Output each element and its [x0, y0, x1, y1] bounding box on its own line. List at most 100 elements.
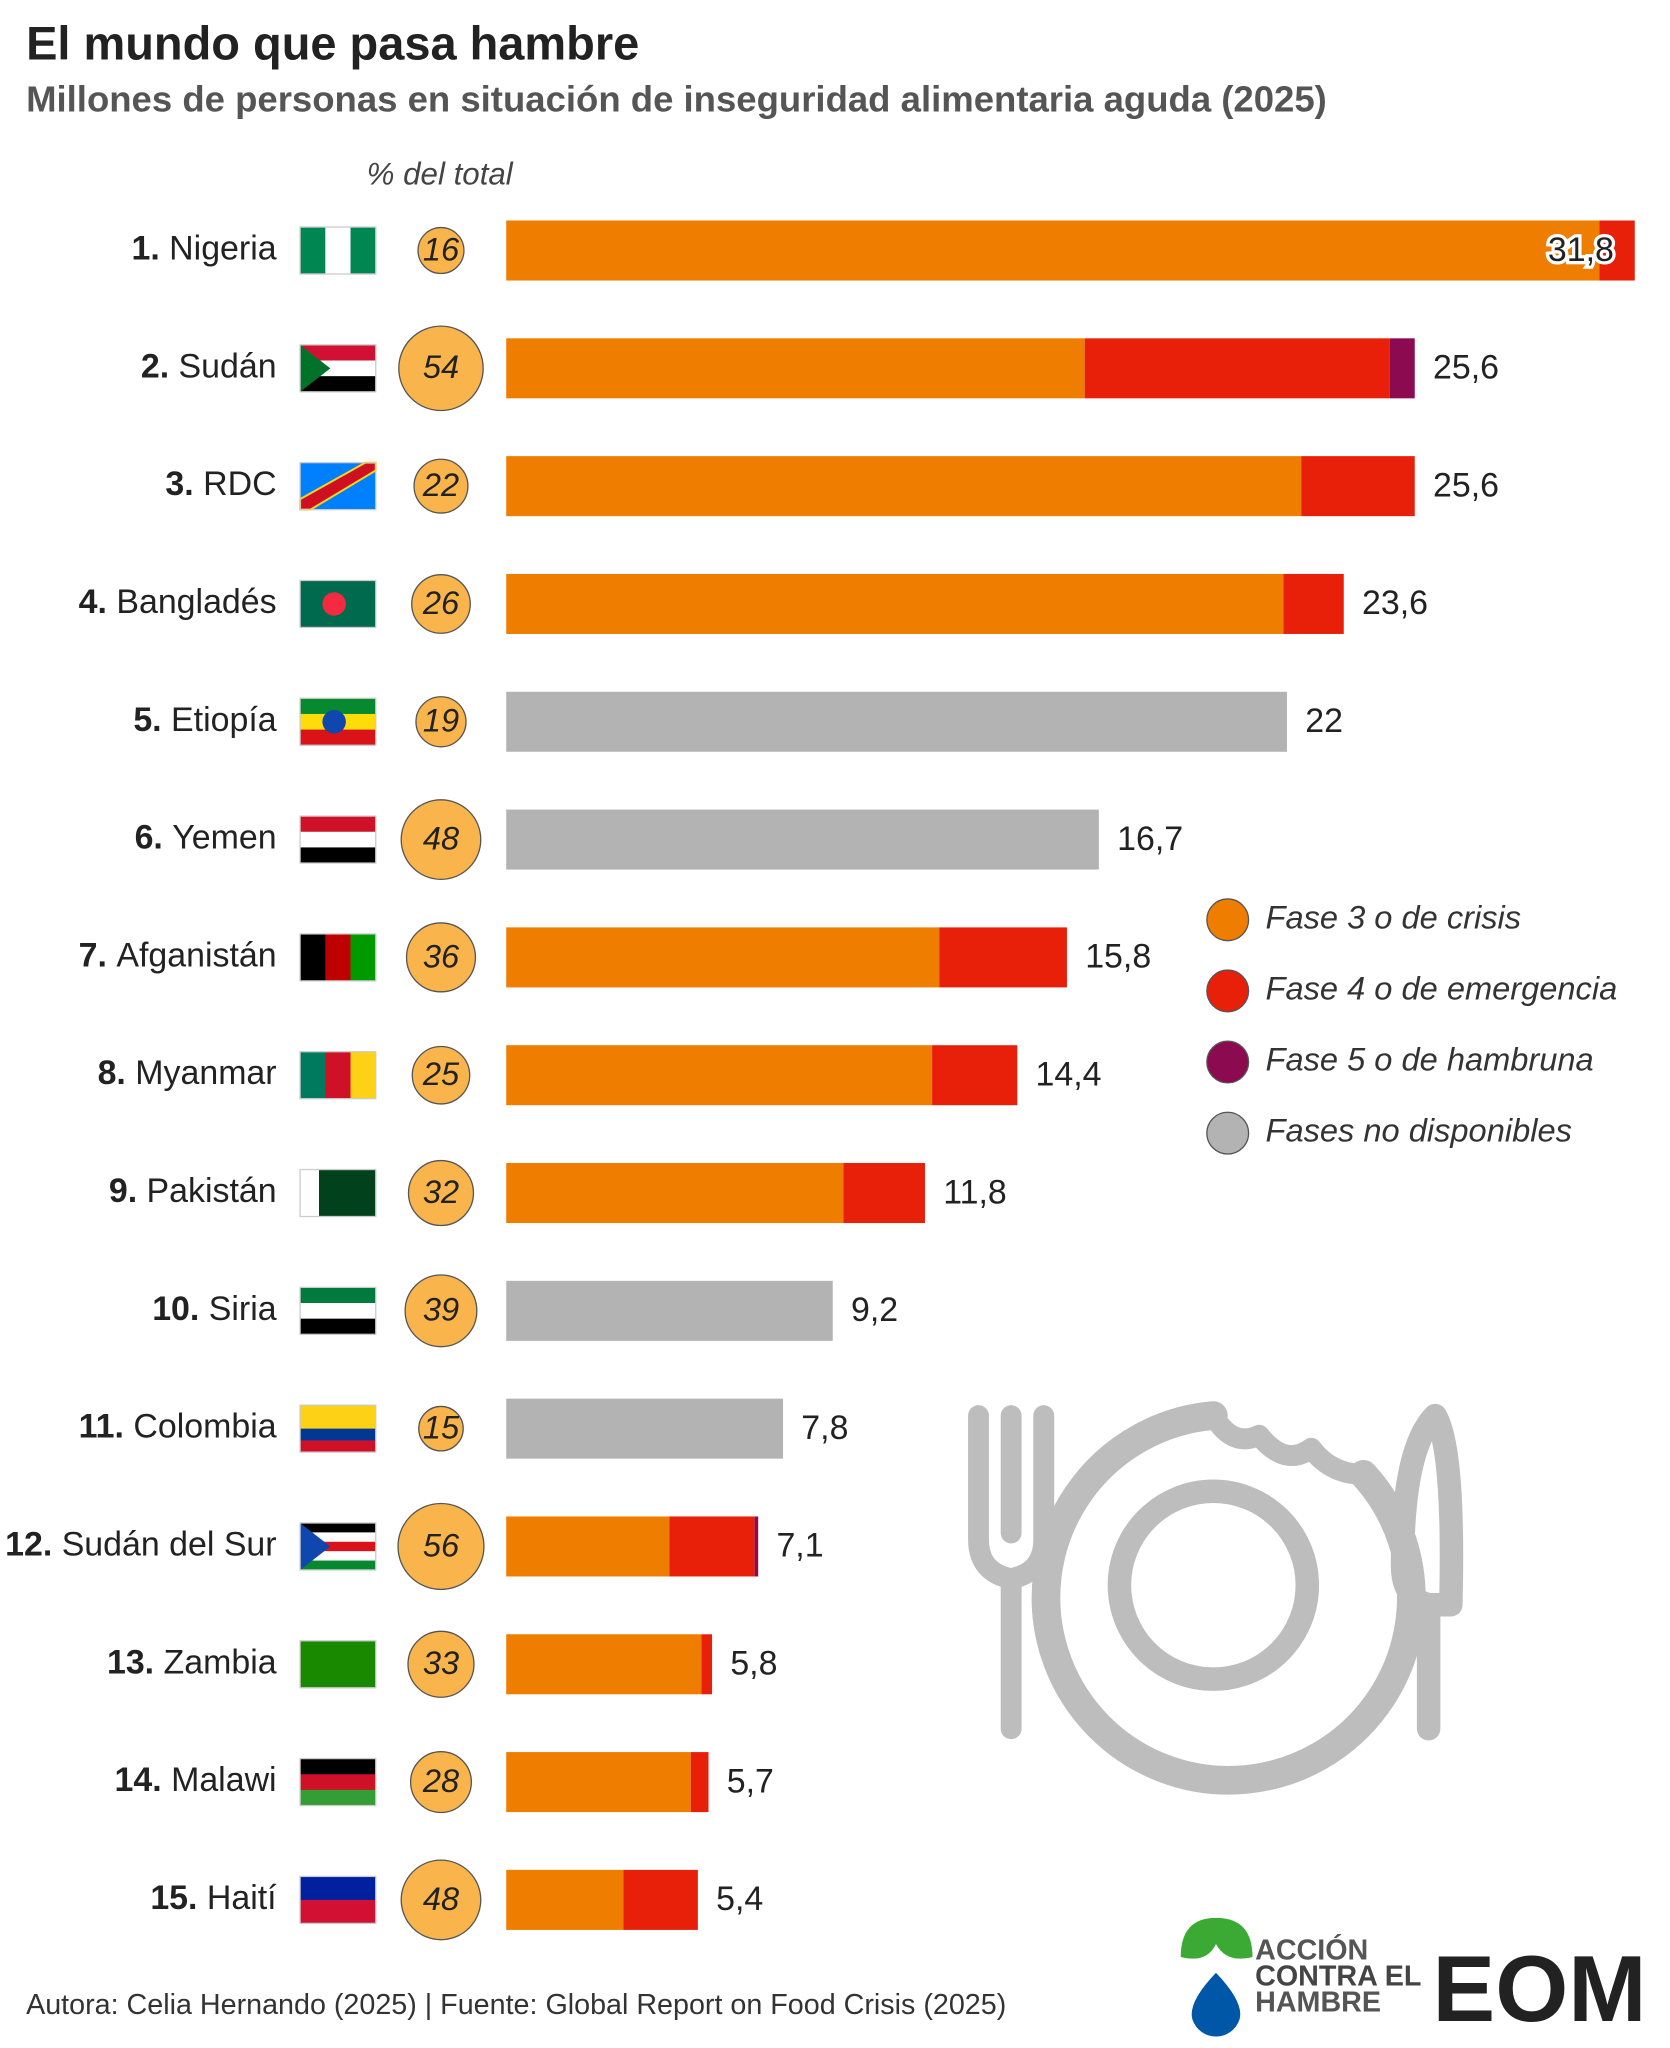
country: RDC — [203, 465, 276, 503]
pct-label: 54 — [423, 348, 459, 385]
category-label: 2. Sudán — [141, 347, 277, 385]
bar-segment — [506, 1280, 833, 1341]
total-label: 16,7 — [1117, 820, 1183, 858]
logo-text: HAMBRE — [1255, 1987, 1381, 2019]
flag — [299, 1757, 377, 1807]
country: Pakistán — [147, 1172, 277, 1210]
footer: Autora: Celia Hernando (2025) | Fuente: … — [26, 1989, 1006, 2021]
pct-circle — [404, 1274, 478, 1348]
country: Haití — [207, 1879, 277, 1917]
flag-stripe — [300, 376, 376, 393]
total-label: 23,6 — [1362, 584, 1428, 622]
pct-circle — [398, 325, 484, 412]
rank: 14. — [115, 1761, 162, 1799]
logo-drop — [1191, 1972, 1241, 2037]
legend-label: Fase 3 o de crisis — [1266, 898, 1522, 935]
flag-shadow — [299, 462, 377, 511]
pct-label: 22 — [422, 466, 459, 503]
bar-segment — [506, 456, 1302, 517]
flag-stripe — [300, 1532, 376, 1543]
flag — [299, 344, 377, 393]
category-label: 7. Afganistán — [79, 936, 277, 974]
pct-circle — [405, 922, 477, 993]
country: Sudán — [179, 347, 277, 385]
flag-stripe — [300, 1640, 376, 1689]
flag-shadow — [299, 933, 377, 982]
legend-label: Fases no disponibles — [1266, 1112, 1572, 1149]
flag-shadow — [299, 226, 377, 275]
flag-stripe — [300, 1318, 376, 1335]
bar-segment — [506, 1869, 624, 1930]
category-label: 11. Colombia — [79, 1408, 277, 1446]
category-label: 12. Sudán del Sur — [5, 1525, 276, 1563]
rank: 7. — [79, 936, 107, 974]
flag-stripe — [300, 1303, 376, 1320]
flag-shadow — [299, 1875, 377, 1925]
country: Malawi — [171, 1761, 277, 1799]
pct-label: 32 — [423, 1173, 459, 1210]
flag-stripe — [300, 933, 326, 981]
pct-label: 33 — [423, 1644, 459, 1681]
flag — [299, 226, 377, 275]
flag-stripe — [300, 227, 326, 275]
flag — [299, 461, 377, 511]
bar-segment — [701, 1634, 713, 1695]
category-label: 10. Siria — [152, 1290, 277, 1328]
logo-leaf — [1180, 1917, 1253, 1959]
bar-segment — [506, 691, 1287, 752]
flag-stripe — [350, 1051, 377, 1099]
pct-label: 19 — [423, 702, 459, 739]
bar-segment — [843, 1163, 925, 1224]
bar-segment — [506, 927, 940, 988]
pct-circle — [400, 799, 482, 881]
total-label: 31,8 — [1548, 231, 1614, 269]
legend-swatch — [1206, 1111, 1250, 1155]
flag-shadow — [299, 815, 377, 864]
flag-stripe — [350, 933, 377, 981]
logo-eom: EOM — [1433, 1936, 1647, 2041]
bar-segment — [506, 809, 1099, 870]
rank: 12. — [5, 1525, 52, 1563]
flag-stripe — [300, 344, 376, 361]
bar-segment — [1599, 220, 1635, 281]
pct-label: 48 — [423, 1880, 459, 1917]
flag-emblem — [322, 710, 346, 734]
bar-segment — [754, 1516, 759, 1577]
pct-circle — [413, 458, 469, 514]
pct-label: 26 — [422, 584, 460, 621]
flag-stripe — [300, 1416, 376, 1430]
country: Siria — [209, 1290, 277, 1328]
rank: 6. — [135, 819, 163, 857]
total-label: 5,7 — [727, 1762, 774, 1800]
flag — [299, 1875, 377, 1925]
flag — [299, 1404, 377, 1453]
flag-stripe — [350, 227, 377, 275]
country: Sudán del Sur — [62, 1525, 277, 1563]
flag-triangle — [300, 344, 331, 392]
pct-circle — [409, 1751, 473, 1814]
flag — [299, 697, 377, 746]
legend-label: Fase 5 o de hambruna — [1266, 1041, 1594, 1078]
flag-stripe — [300, 1522, 376, 1533]
category-label: 3. RDC — [165, 465, 276, 503]
category-label: 13. Zambia — [107, 1643, 277, 1681]
flag-shadow — [299, 1522, 377, 1571]
flag-stripe — [300, 1876, 376, 1901]
rank: 15. — [150, 1879, 197, 1917]
flag-stripe — [300, 831, 376, 848]
rank: 2. — [141, 347, 169, 385]
flag-stripe — [325, 1051, 351, 1099]
country: Yemen — [172, 819, 276, 857]
chart-subtitle: Millones de personas en situación de ins… — [26, 78, 1327, 119]
pct-label: 56 — [423, 1526, 460, 1563]
flag-stripe — [300, 1405, 376, 1418]
rank: 8. — [98, 1054, 126, 1092]
flag-shadow — [299, 697, 377, 746]
rank: 10. — [152, 1290, 199, 1328]
flag — [299, 1051, 377, 1100]
flag — [299, 1522, 377, 1571]
legend-swatch — [1206, 1040, 1250, 1084]
